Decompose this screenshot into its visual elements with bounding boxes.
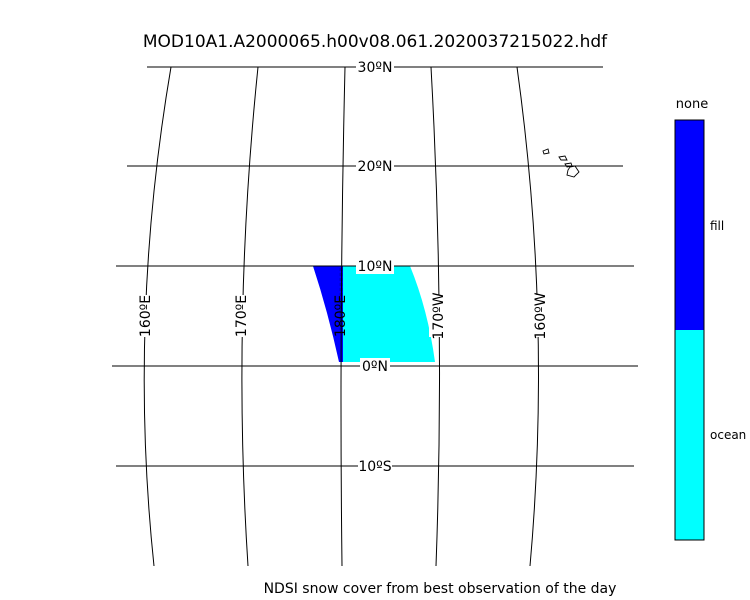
lat-label-20n: 20ºN xyxy=(358,159,393,175)
island-coastlines xyxy=(542,148,580,178)
map-area: 30ºN 20ºN 10ºN 0ºN 10ºS 160ºE 170ºE 180º xyxy=(112,59,638,567)
lat-label-0n: 0ºN xyxy=(362,359,388,375)
lon-label-170w: 170ºW xyxy=(431,292,447,339)
lat-label-30n: 30ºN xyxy=(358,60,393,76)
lat-label-30n-group: 30ºN xyxy=(356,59,394,76)
figure-caption: NDSI snow cover from best observation of… xyxy=(264,581,617,597)
colorbar: none fill ocean xyxy=(674,97,746,541)
lon-line-180 xyxy=(340,66,346,567)
colorbar-frame xyxy=(674,119,705,541)
lat-label-10n: 10ºN xyxy=(358,259,393,275)
colorbar-label-fill: fill xyxy=(710,219,724,233)
lon-label-180-group: 180ºE xyxy=(333,295,349,337)
colorbar-swatch-ocean xyxy=(675,330,704,540)
lat-label-10s-group: 10ºS xyxy=(358,458,392,475)
colorbar-title: none xyxy=(676,97,708,112)
lon-label-170w-group: 170ºW xyxy=(429,292,447,340)
lon-label-180: 180ºE xyxy=(333,295,349,337)
lon-label-160w: 160ºW xyxy=(533,292,549,339)
lon-label-170e-group: 170ºE xyxy=(232,295,250,337)
lat-label-10n-group: 10ºN xyxy=(356,258,394,275)
island-maui-molokai xyxy=(564,162,573,168)
lon-label-160w-group: 160ºW xyxy=(531,292,549,340)
island-hawaii xyxy=(566,165,580,178)
lon-label-160e: 160ºE xyxy=(138,295,154,337)
lat-label-20n-group: 20ºN xyxy=(356,158,394,175)
colorbar-swatch-fill xyxy=(675,120,704,330)
figure-title: MOD10A1.A2000065.h00v08.061.202003721502… xyxy=(143,32,608,52)
fill-region xyxy=(313,266,343,362)
island-kauai xyxy=(542,148,550,155)
lon-label-160e-group: 160ºE xyxy=(136,295,154,337)
ocean-region xyxy=(313,266,435,362)
colorbar-label-ocean: ocean xyxy=(710,428,746,442)
lon-label-170e: 170ºE xyxy=(234,295,250,337)
lat-label-0n-group: 0ºN xyxy=(360,358,390,375)
lat-label-10s: 10ºS xyxy=(358,459,391,475)
island-oahu xyxy=(558,155,568,161)
